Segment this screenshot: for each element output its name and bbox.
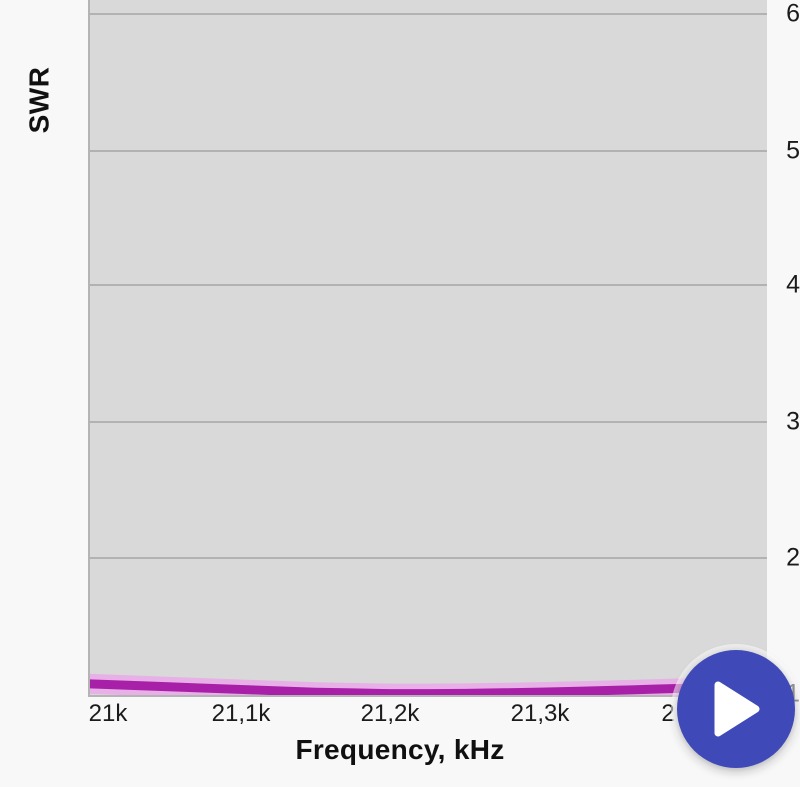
play-icon <box>714 681 760 737</box>
y-axis-title: SWR <box>23 66 55 134</box>
x-tick-label-21-2k: 21,2k <box>360 700 420 727</box>
plot-area[interactable] <box>88 0 767 697</box>
gridline-6 <box>90 13 767 15</box>
gridline-3 <box>90 421 767 423</box>
y-tick-label-3: 3 <box>786 407 800 436</box>
gridline-2 <box>90 557 767 559</box>
y-tick-label-2: 2 <box>786 543 800 572</box>
x-axis-title: Frequency, kHz <box>295 734 505 765</box>
swr-trace-line <box>90 679 767 695</box>
x-tick-label-21k: 21k <box>88 700 128 727</box>
play-button[interactable] <box>677 650 795 768</box>
x-tick-label-21-3k: 21,3k <box>510 700 570 727</box>
y-tick-label-6: 6 <box>786 0 800 28</box>
gridline-5 <box>90 150 767 152</box>
y-tick-label-5: 5 <box>786 136 800 165</box>
swr-trace-svg <box>90 673 767 695</box>
x-tick-label-21-1k: 21,1k <box>211 700 271 727</box>
gridline-4 <box>90 284 767 286</box>
x-tick-label-21-4k: 2 <box>661 700 675 727</box>
y-tick-label-4: 4 <box>786 270 800 299</box>
